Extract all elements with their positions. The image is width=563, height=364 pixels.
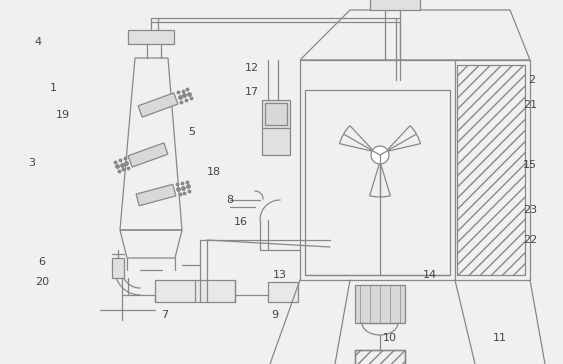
- Text: 4: 4: [34, 37, 42, 47]
- Text: 18: 18: [207, 167, 221, 177]
- Bar: [355, 285, 405, 323]
- Text: 2: 2: [529, 75, 535, 85]
- Text: 1: 1: [50, 83, 56, 93]
- Text: 7: 7: [162, 310, 168, 320]
- Bar: [262, 100, 290, 155]
- Text: 11: 11: [493, 333, 507, 343]
- Bar: [355, 350, 405, 364]
- Text: 10: 10: [383, 333, 397, 343]
- Bar: [355, 350, 405, 364]
- Bar: [370, 0, 420, 10]
- Text: 6: 6: [38, 257, 46, 267]
- Bar: [265, 103, 287, 125]
- Polygon shape: [136, 184, 176, 206]
- Bar: [112, 258, 124, 278]
- Text: 19: 19: [56, 110, 70, 120]
- Text: 17: 17: [245, 87, 259, 97]
- Text: 21: 21: [523, 100, 537, 110]
- Text: 8: 8: [226, 195, 234, 205]
- Polygon shape: [128, 143, 168, 167]
- Text: 22: 22: [523, 235, 537, 245]
- Text: 5: 5: [189, 127, 195, 137]
- Bar: [457, 65, 525, 275]
- Bar: [128, 30, 174, 44]
- Text: 16: 16: [234, 217, 248, 227]
- Text: 3: 3: [29, 158, 35, 168]
- Text: 15: 15: [523, 160, 537, 170]
- Text: 9: 9: [271, 310, 279, 320]
- Polygon shape: [138, 93, 178, 117]
- Bar: [355, 350, 405, 364]
- Text: 12: 12: [245, 63, 259, 73]
- Circle shape: [371, 146, 389, 164]
- Text: 23: 23: [523, 205, 537, 215]
- Text: 13: 13: [273, 270, 287, 280]
- Bar: [300, 60, 530, 280]
- Bar: [155, 280, 235, 302]
- Text: 20: 20: [35, 277, 49, 287]
- Bar: [305, 90, 450, 275]
- Text: 14: 14: [423, 270, 437, 280]
- Bar: [268, 282, 298, 302]
